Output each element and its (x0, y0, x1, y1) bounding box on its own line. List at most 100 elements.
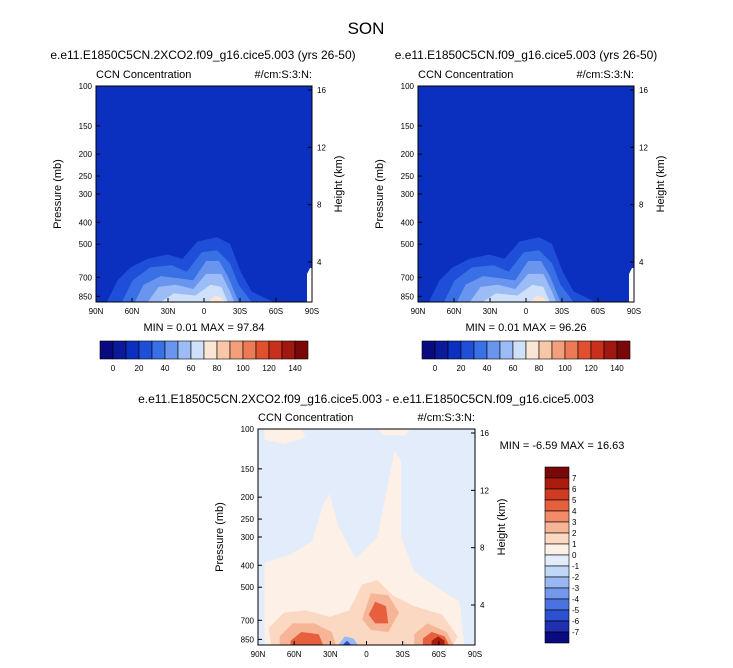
panel-title: e.e11.E1850C5CN.2XCO2.f09_g16.cice5.003 … (138, 392, 594, 406)
colorbar-label: 40 (161, 364, 170, 373)
colorbar-swatch (447, 340, 462, 360)
contour-level (377, 429, 410, 436)
x-tick-label: 30S (555, 307, 569, 316)
contour-level (290, 632, 324, 645)
colorbar-label: 7 (572, 474, 577, 483)
y-tick-label: 250 (79, 172, 93, 181)
colorbar-swatch (255, 340, 270, 360)
y2-tick-label: 4 (639, 258, 644, 267)
y-tick-label: 250 (401, 172, 415, 181)
x-tick-label: 30S (233, 307, 247, 316)
colorbar-label: 100 (236, 364, 250, 373)
colorbar-swatch (544, 510, 570, 523)
colorbar-label: 6 (572, 485, 577, 494)
colorbar-label: 2 (572, 529, 577, 538)
y-axis-label: Pressure (mb) (52, 159, 64, 229)
contour-level (342, 640, 352, 645)
colorbar-swatch (473, 340, 488, 360)
contour-level (264, 450, 465, 645)
colorbar-swatch (544, 499, 570, 512)
colorbar-swatch (544, 565, 570, 578)
contour-level (338, 636, 358, 645)
colorbar-label: 0 (433, 364, 438, 373)
contour-level (530, 295, 548, 302)
topography-mask (307, 268, 312, 302)
colorbar-swatch (268, 340, 283, 360)
y-tick-label: 200 (79, 150, 93, 159)
y2-tick-label: 12 (639, 143, 648, 152)
y2-tick-label: 8 (317, 201, 322, 210)
y2-tick-label: 8 (639, 201, 644, 210)
colorbar-swatch (564, 340, 579, 360)
x-tick-label: 0 (202, 307, 207, 316)
y2-tick-label: 12 (317, 143, 326, 152)
colorbar-swatch (112, 340, 127, 360)
y-tick-label: 100 (401, 82, 415, 91)
colorbar-swatch (138, 340, 153, 360)
y2-axis-label: Height (km) (655, 156, 667, 213)
colorbar-swatch (544, 598, 570, 611)
colorbar-swatch (151, 340, 166, 360)
contour-level (160, 284, 228, 302)
y-tick-label: 850 (79, 292, 93, 301)
colorbar-swatch (164, 340, 179, 360)
x-tick-label: 60S (432, 650, 446, 659)
x-tick-label: 90S (627, 307, 641, 316)
colorbar-swatch (294, 340, 309, 360)
y-tick-label: 200 (401, 150, 415, 159)
panel-2xco2: e.e11.E1850C5CN.2XCO2.f09_g16.cice5.003 … (50, 48, 355, 373)
y-tick-label: 500 (401, 240, 415, 249)
panel-right-label: #/cm:S:3:N: (577, 69, 634, 81)
topography-mask (629, 268, 634, 302)
x-tick-label: 90N (411, 307, 426, 316)
panel-left-label: CCN Concentration (418, 69, 513, 81)
x-tick-label: 60N (125, 307, 140, 316)
colorbar-label: 80 (213, 364, 222, 373)
colorbar-label: 5 (572, 496, 577, 505)
colorbar-swatch (544, 587, 570, 600)
colorbar-label: 60 (509, 364, 518, 373)
y-tick-label: 700 (79, 273, 93, 282)
x-tick-label: 30S (396, 650, 410, 659)
x-tick-label: 30N (323, 650, 338, 659)
y-tick-label: 150 (241, 465, 255, 474)
y-tick-label: 850 (241, 635, 255, 644)
y2-axis-label: Height (km) (496, 499, 508, 556)
colorbar-swatch (499, 340, 514, 360)
colorbar-swatch (421, 340, 436, 360)
y-tick-label: 300 (79, 190, 93, 199)
contour-level (208, 295, 226, 302)
colorbar-swatch (177, 340, 192, 360)
y-tick-label: 500 (241, 583, 255, 592)
contour-level (482, 284, 550, 302)
colorbar-swatch (125, 340, 140, 360)
colorbar-swatch (538, 340, 553, 360)
colorbar-label: 4 (572, 507, 577, 516)
colorbar-swatch (603, 340, 618, 360)
colorbar-label: -1 (572, 562, 580, 571)
x-tick-label: 90S (468, 650, 482, 659)
colorbar-label: 1 (572, 540, 577, 549)
y-tick-label: 400 (241, 561, 255, 570)
y-tick-label: 100 (79, 82, 93, 91)
x-tick-label: 60N (287, 650, 302, 659)
colorbar-swatch (544, 532, 570, 545)
colorbar-swatch (544, 477, 570, 490)
contour-level (431, 636, 445, 645)
colorbar-swatch (590, 340, 605, 360)
colorbar-label: -6 (572, 617, 580, 626)
x-tick-label: 60S (269, 307, 283, 316)
x-tick-label: 90N (89, 307, 104, 316)
colorbar-label: 3 (572, 518, 577, 527)
y-axis-label: Pressure (mb) (214, 502, 226, 572)
panel-difference: e.e11.E1850C5CN.2XCO2.f09_g16.cice5.003 … (138, 392, 624, 659)
colorbar-label: -2 (572, 573, 580, 582)
y-tick-label: 100 (241, 425, 255, 434)
y-tick-label: 850 (401, 292, 415, 301)
colorbar-swatch (577, 340, 592, 360)
y2-tick-label: 4 (480, 601, 485, 610)
colorbar-label: 140 (610, 364, 624, 373)
colorbar-swatch (544, 576, 570, 589)
y2-tick-label: 4 (317, 258, 322, 267)
